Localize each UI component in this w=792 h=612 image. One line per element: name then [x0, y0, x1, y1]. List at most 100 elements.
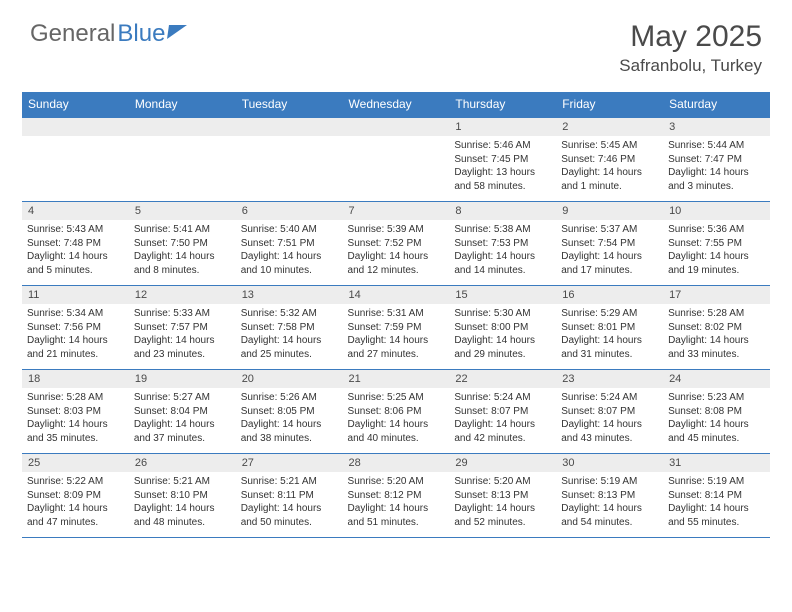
day-sr: Sunrise: 5:30 AM: [454, 307, 551, 321]
day-data-cell: Sunrise: 5:31 AMSunset: 7:59 PMDaylight:…: [343, 304, 450, 370]
day-dl2: and 35 minutes.: [27, 432, 124, 446]
day-sr: Sunrise: 5:38 AM: [454, 223, 551, 237]
day-ss: Sunset: 7:47 PM: [668, 153, 765, 167]
logo-triangle-icon: [167, 25, 187, 39]
day-sr: Sunrise: 5:41 AM: [134, 223, 231, 237]
day-dl1: Daylight: 14 hours: [134, 250, 231, 264]
day-dl2: and 55 minutes.: [668, 516, 765, 530]
day-number-cell: 20: [236, 370, 343, 389]
data-row: Sunrise: 5:46 AMSunset: 7:45 PMDaylight:…: [22, 136, 770, 202]
day-sr: Sunrise: 5:43 AM: [27, 223, 124, 237]
day-sr: Sunrise: 5:32 AM: [241, 307, 338, 321]
day-number-cell: [129, 117, 236, 136]
day-ss: Sunset: 7:50 PM: [134, 237, 231, 251]
day-number-cell: 9: [556, 202, 663, 221]
day-data-cell: Sunrise: 5:39 AMSunset: 7:52 PMDaylight:…: [343, 220, 450, 286]
day-dl2: and 1 minute.: [561, 180, 658, 194]
day-dl1: Daylight: 14 hours: [561, 166, 658, 180]
day-data-cell: Sunrise: 5:43 AMSunset: 7:48 PMDaylight:…: [22, 220, 129, 286]
day-number-cell: 30: [556, 454, 663, 473]
day-dl1: Daylight: 14 hours: [454, 250, 551, 264]
day-number-cell: 22: [449, 370, 556, 389]
day-dl1: Daylight: 14 hours: [454, 418, 551, 432]
day-ss: Sunset: 7:59 PM: [348, 321, 445, 335]
day-sr: Sunrise: 5:22 AM: [27, 475, 124, 489]
day-number-cell: 15: [449, 286, 556, 305]
day-sr: Sunrise: 5:36 AM: [668, 223, 765, 237]
day-dl1: Daylight: 14 hours: [561, 502, 658, 516]
day-dl1: Daylight: 14 hours: [348, 250, 445, 264]
day-ss: Sunset: 8:06 PM: [348, 405, 445, 419]
day-dl1: Daylight: 14 hours: [134, 502, 231, 516]
day-dl1: Daylight: 14 hours: [561, 334, 658, 348]
day-data-cell: Sunrise: 5:44 AMSunset: 7:47 PMDaylight:…: [663, 136, 770, 202]
day-dl2: and 38 minutes.: [241, 432, 338, 446]
day-dl2: and 50 minutes.: [241, 516, 338, 530]
day-sr: Sunrise: 5:24 AM: [561, 391, 658, 405]
day-sr: Sunrise: 5:21 AM: [134, 475, 231, 489]
day-dl1: Daylight: 14 hours: [27, 250, 124, 264]
day-ss: Sunset: 8:04 PM: [134, 405, 231, 419]
weekday-header: Sunday: [22, 92, 129, 117]
day-sr: Sunrise: 5:28 AM: [668, 307, 765, 321]
day-dl2: and 17 minutes.: [561, 264, 658, 278]
daynum-row: 45678910: [22, 202, 770, 221]
day-dl1: Daylight: 14 hours: [348, 502, 445, 516]
day-ss: Sunset: 7:45 PM: [454, 153, 551, 167]
day-data-cell: Sunrise: 5:29 AMSunset: 8:01 PMDaylight:…: [556, 304, 663, 370]
day-data-cell: Sunrise: 5:22 AMSunset: 8:09 PMDaylight:…: [22, 472, 129, 538]
day-data-cell: Sunrise: 5:26 AMSunset: 8:05 PMDaylight:…: [236, 388, 343, 454]
day-data-cell: Sunrise: 5:27 AMSunset: 8:04 PMDaylight:…: [129, 388, 236, 454]
day-number-cell: [236, 117, 343, 136]
daynum-row: 123: [22, 117, 770, 136]
day-dl1: Daylight: 14 hours: [27, 334, 124, 348]
day-data-cell: Sunrise: 5:32 AMSunset: 7:58 PMDaylight:…: [236, 304, 343, 370]
day-dl1: Daylight: 14 hours: [454, 334, 551, 348]
day-data-cell: Sunrise: 5:46 AMSunset: 7:45 PMDaylight:…: [449, 136, 556, 202]
day-sr: Sunrise: 5:19 AM: [668, 475, 765, 489]
day-sr: Sunrise: 5:21 AM: [241, 475, 338, 489]
day-dl2: and 12 minutes.: [348, 264, 445, 278]
day-dl2: and 33 minutes.: [668, 348, 765, 362]
day-dl1: Daylight: 14 hours: [454, 502, 551, 516]
day-data-cell: Sunrise: 5:25 AMSunset: 8:06 PMDaylight:…: [343, 388, 450, 454]
day-dl2: and 23 minutes.: [134, 348, 231, 362]
weekday-header: Thursday: [449, 92, 556, 117]
day-dl1: Daylight: 14 hours: [668, 166, 765, 180]
data-row: Sunrise: 5:28 AMSunset: 8:03 PMDaylight:…: [22, 388, 770, 454]
day-sr: Sunrise: 5:26 AM: [241, 391, 338, 405]
day-data-cell: Sunrise: 5:19 AMSunset: 8:13 PMDaylight:…: [556, 472, 663, 538]
day-dl1: Daylight: 14 hours: [27, 502, 124, 516]
day-sr: Sunrise: 5:25 AM: [348, 391, 445, 405]
day-ss: Sunset: 8:03 PM: [27, 405, 124, 419]
day-ss: Sunset: 8:11 PM: [241, 489, 338, 503]
day-data-cell: Sunrise: 5:30 AMSunset: 8:00 PMDaylight:…: [449, 304, 556, 370]
day-data-cell: Sunrise: 5:20 AMSunset: 8:12 PMDaylight:…: [343, 472, 450, 538]
day-dl1: Daylight: 14 hours: [241, 334, 338, 348]
day-data-cell: Sunrise: 5:36 AMSunset: 7:55 PMDaylight:…: [663, 220, 770, 286]
day-dl1: Daylight: 14 hours: [241, 250, 338, 264]
day-dl2: and 37 minutes.: [134, 432, 231, 446]
day-sr: Sunrise: 5:45 AM: [561, 139, 658, 153]
day-dl2: and 42 minutes.: [454, 432, 551, 446]
day-number-cell: 4: [22, 202, 129, 221]
day-dl2: and 40 minutes.: [348, 432, 445, 446]
calendar-table: Sunday Monday Tuesday Wednesday Thursday…: [22, 92, 770, 538]
day-number-cell: 16: [556, 286, 663, 305]
day-ss: Sunset: 7:57 PM: [134, 321, 231, 335]
weekday-header: Saturday: [663, 92, 770, 117]
day-dl1: Daylight: 14 hours: [348, 418, 445, 432]
day-data-cell: Sunrise: 5:21 AMSunset: 8:10 PMDaylight:…: [129, 472, 236, 538]
day-data-cell: Sunrise: 5:24 AMSunset: 8:07 PMDaylight:…: [556, 388, 663, 454]
day-sr: Sunrise: 5:44 AM: [668, 139, 765, 153]
day-dl2: and 43 minutes.: [561, 432, 658, 446]
day-dl1: Daylight: 14 hours: [27, 418, 124, 432]
day-ss: Sunset: 8:07 PM: [454, 405, 551, 419]
day-dl1: Daylight: 14 hours: [348, 334, 445, 348]
day-sr: Sunrise: 5:28 AM: [27, 391, 124, 405]
day-data-cell: Sunrise: 5:45 AMSunset: 7:46 PMDaylight:…: [556, 136, 663, 202]
data-row: Sunrise: 5:43 AMSunset: 7:48 PMDaylight:…: [22, 220, 770, 286]
day-data-cell: [343, 136, 450, 202]
day-ss: Sunset: 7:52 PM: [348, 237, 445, 251]
day-dl1: Daylight: 14 hours: [134, 334, 231, 348]
